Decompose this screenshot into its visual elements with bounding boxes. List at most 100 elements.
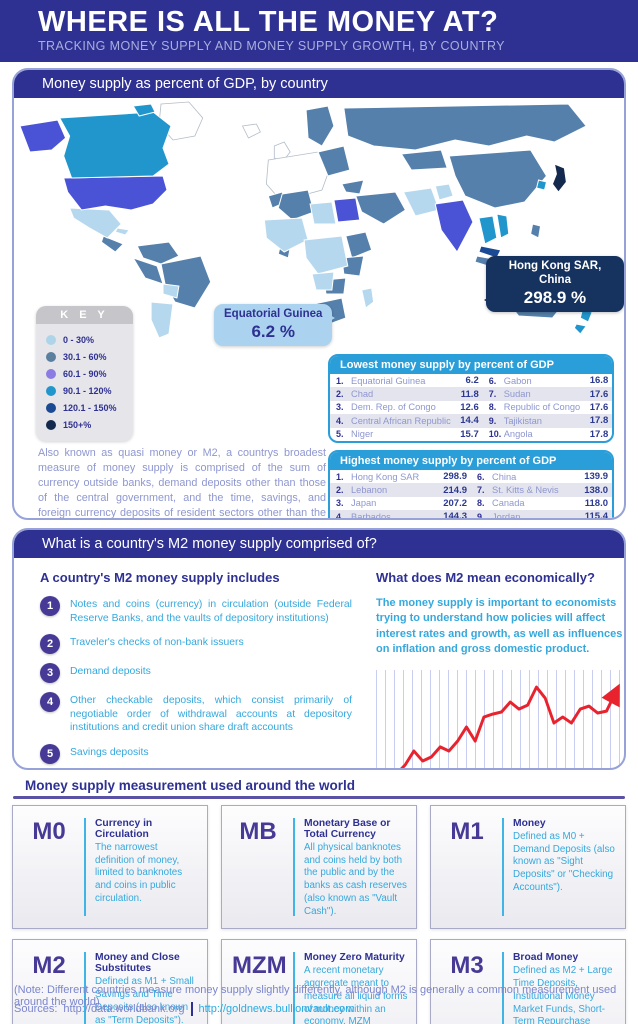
- measure-title: Monetary Base or Total Currency: [304, 818, 391, 840]
- header-banner: WHERE IS ALL THE MONEY AT? TRACKING MONE…: [0, 0, 638, 62]
- trend-line-chart: [399, 683, 620, 768]
- country-name: Central African Republic: [351, 415, 451, 426]
- number-badge: 1: [40, 596, 60, 616]
- number-badge: 4: [40, 692, 60, 713]
- key-item: 30.1 - 60%: [46, 348, 125, 365]
- key-item: 60.1 - 90%: [46, 365, 125, 382]
- trend-polyline: [399, 683, 620, 768]
- callout-country: Equatorial Guinea: [224, 308, 323, 320]
- table-row: 8. Canada 118.0: [471, 497, 612, 510]
- country-name: Angola: [503, 429, 533, 440]
- measure-title: Money: [513, 818, 546, 829]
- rank: 6.: [477, 471, 485, 482]
- country-name: Canada: [492, 498, 525, 509]
- source-link-bullionvault[interactable]: http://goldnews.bullionvault.com: [198, 1003, 355, 1015]
- value: 139.9: [584, 471, 608, 483]
- key-color-swatch: [46, 419, 56, 430]
- value: 207.2: [443, 497, 467, 509]
- table-row: 8. Republic of Congo 17.6: [483, 401, 612, 414]
- country-name: China: [492, 471, 517, 482]
- measures-section-title: Money supply measurement used around the…: [25, 778, 356, 793]
- number-badge: 2: [40, 634, 60, 655]
- list-item: 3 Demand deposits: [40, 663, 352, 684]
- measure-card: M1 Money Defined as M0 + Demand Deposits…: [430, 805, 626, 930]
- table-row: 10. Angola 17.8: [483, 428, 612, 441]
- key-item-label: 0 - 30%: [63, 334, 95, 345]
- rank: 10.: [488, 429, 502, 440]
- rank: 5.: [336, 429, 344, 440]
- measure-code: M0: [32, 818, 66, 845]
- table-row: 1. Equatorial Guinea 6.2: [330, 374, 483, 387]
- card-divider: [84, 952, 86, 1024]
- includes-title: A country's M2 money supply includes: [40, 570, 280, 585]
- card-divider: [84, 818, 86, 917]
- rank: 6.: [488, 375, 497, 386]
- rank: 8.: [477, 498, 485, 509]
- m2-includes-column: A country's M2 money supply includes 1 N…: [40, 570, 352, 768]
- page-subtitle: TRACKING MONEY SUPPLY AND MONEY SUPPLY G…: [38, 39, 505, 54]
- list-item: 2 Traveler's checks of non-bank issuers: [40, 634, 352, 655]
- country-name: Jordan: [492, 511, 521, 520]
- list-item-text: Demand deposits: [70, 666, 151, 678]
- rank: 9.: [477, 511, 485, 520]
- rank: 8.: [488, 402, 497, 413]
- table-title: Highest money supply by percent of GDP: [330, 452, 612, 470]
- value: 16.8: [589, 375, 609, 387]
- measure-title: Money and Close Substitutes: [95, 952, 180, 975]
- m2-description-paragraph: Also known as quasi money or M2, a count…: [38, 447, 326, 519]
- table-row: 9. Jordan 115.4: [471, 510, 612, 520]
- value: 17.8: [589, 415, 609, 427]
- rank: 2.: [336, 389, 344, 400]
- highest-money-supply-table: Highest money supply by percent of GDP 1…: [328, 450, 614, 520]
- key-item: 0 - 30%: [46, 331, 125, 348]
- table-row: 3. Japan 207.2: [330, 497, 471, 510]
- number-badge: 5: [40, 743, 60, 764]
- country-name: Tajikistan: [503, 415, 542, 426]
- value: 12.6: [460, 401, 479, 413]
- hong-kong-callout: Hong Kong SAR, China 298.9 %: [484, 256, 624, 313]
- lowest-money-supply-table: Lowest money supply by percent of GDP 1.…: [328, 354, 614, 443]
- measure-description: Defined as M2 + Large Time Deposits, Ins…: [513, 965, 613, 1024]
- source-separator: [190, 1002, 193, 1016]
- table-row: 9. Tajikistan 17.8: [482, 414, 612, 428]
- map-panel-body: K E Y 0 - 30% 30.1 - 60%: [14, 98, 624, 518]
- value: 144.3: [443, 511, 467, 520]
- rank: 7.: [477, 485, 485, 496]
- measure-title: Currency in Circulation: [95, 818, 153, 840]
- callout-value: 6.2 %: [251, 321, 295, 341]
- key-color-swatch: [46, 351, 56, 362]
- value: 115.4: [584, 511, 608, 520]
- sources-label: Sources:: [14, 1003, 58, 1015]
- key-color-swatch: [46, 368, 56, 379]
- country-name: St. Kitts & Nevis: [492, 485, 559, 496]
- country-name: Japan: [351, 498, 377, 509]
- table-column-left: 1. Hong Kong SAR 298.9 2. Lebanon 214.9: [330, 470, 471, 520]
- country-name: Gabon: [503, 375, 532, 386]
- equatorial-guinea-callout: Equatorial Guinea 6.2 %: [214, 304, 336, 347]
- key-color-swatch: [46, 334, 56, 345]
- key-color-swatch: [46, 402, 56, 413]
- value: 14.4: [460, 415, 479, 427]
- key-title: K E Y: [36, 306, 133, 324]
- country-name: Republic of Congo: [503, 402, 581, 413]
- sources-line: Sources: http://data.worldbank.org http:…: [14, 1002, 354, 1016]
- value: 6.2: [465, 375, 479, 387]
- measure-cards-grid: M0 Currency in Circulation The narrowest…: [12, 805, 626, 1024]
- callout-country: Hong Kong SAR, China: [508, 260, 602, 286]
- rank: 9.: [488, 415, 497, 426]
- measure-code: MZM: [232, 952, 287, 980]
- list-item-text: Traveler's checks of non-bank issuers: [70, 637, 244, 649]
- section-divider: [13, 796, 625, 799]
- value: 17.8: [589, 428, 609, 440]
- money-supply-trend-chart: [376, 669, 622, 768]
- key-item: 120.1 - 150%: [46, 399, 125, 416]
- list-item-text: Other checkable deposits, which consist …: [70, 695, 352, 734]
- value: 17.6: [589, 401, 609, 413]
- number-badge: 3: [40, 663, 60, 684]
- measure-description: Defined as M1 + Small Savings and Time D…: [95, 976, 194, 1024]
- rank: 2.: [336, 485, 344, 496]
- list-item-text: Notes and coins (currency) in circulatio…: [70, 599, 352, 624]
- measure-code: M2: [32, 952, 66, 980]
- source-link-worldbank[interactable]: http://data.worldbank.org: [63, 1003, 185, 1015]
